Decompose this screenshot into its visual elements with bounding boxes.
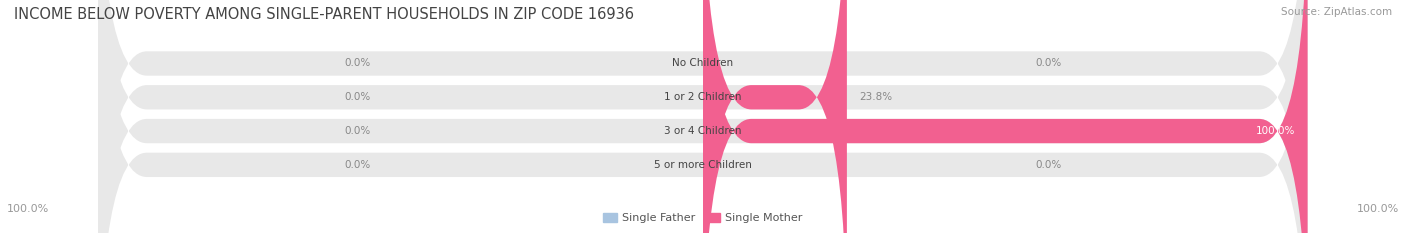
Text: 100.0%: 100.0% — [7, 204, 49, 214]
Legend: Single Father, Single Mother: Single Father, Single Mother — [599, 208, 807, 227]
Text: No Children: No Children — [672, 58, 734, 69]
Text: 0.0%: 0.0% — [1035, 160, 1062, 170]
FancyBboxPatch shape — [98, 0, 1308, 233]
Text: Source: ZipAtlas.com: Source: ZipAtlas.com — [1281, 7, 1392, 17]
Text: 0.0%: 0.0% — [344, 126, 371, 136]
Text: 5 or more Children: 5 or more Children — [654, 160, 752, 170]
Text: 3 or 4 Children: 3 or 4 Children — [664, 126, 742, 136]
Text: 100.0%: 100.0% — [1357, 204, 1399, 214]
Text: 0.0%: 0.0% — [344, 92, 371, 102]
Text: INCOME BELOW POVERTY AMONG SINGLE-PARENT HOUSEHOLDS IN ZIP CODE 16936: INCOME BELOW POVERTY AMONG SINGLE-PARENT… — [14, 7, 634, 22]
FancyBboxPatch shape — [703, 0, 1308, 233]
FancyBboxPatch shape — [98, 0, 1308, 233]
Text: 0.0%: 0.0% — [344, 58, 371, 69]
Text: 1 or 2 Children: 1 or 2 Children — [664, 92, 742, 102]
Text: 100.0%: 100.0% — [1256, 126, 1295, 136]
Text: 0.0%: 0.0% — [344, 160, 371, 170]
FancyBboxPatch shape — [98, 0, 1308, 233]
FancyBboxPatch shape — [98, 0, 1308, 233]
Text: 0.0%: 0.0% — [1035, 58, 1062, 69]
FancyBboxPatch shape — [703, 0, 846, 233]
Text: 23.8%: 23.8% — [859, 92, 891, 102]
